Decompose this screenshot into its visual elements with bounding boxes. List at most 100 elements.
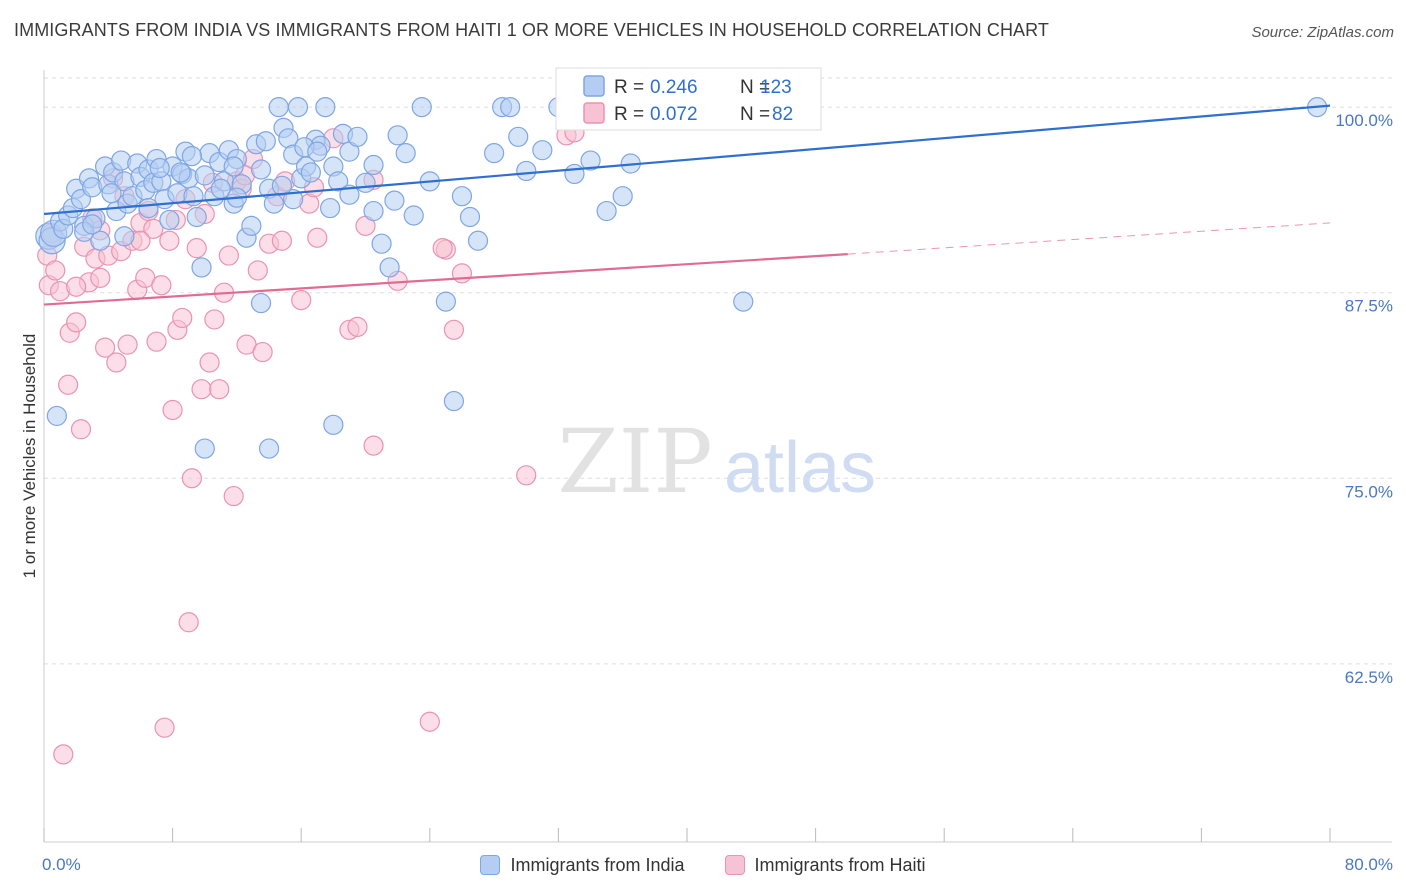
india-point (328, 171, 349, 192)
source-label: Source: ZipAtlas.com (1251, 24, 1394, 41)
india-point (315, 97, 336, 118)
haiti-point (186, 238, 207, 259)
y-tick-label: 100.0% (1335, 111, 1393, 130)
india-point (355, 172, 376, 193)
legend-item-india[interactable]: Immigrants from India (480, 854, 685, 876)
haiti-point (143, 218, 164, 239)
india-point (379, 257, 400, 278)
india-point (443, 390, 465, 412)
haiti-point (199, 352, 220, 373)
india-point (596, 200, 617, 222)
india-point (451, 186, 473, 207)
india-point (564, 163, 585, 185)
india-point (114, 226, 135, 247)
india-point (263, 193, 284, 214)
india-point (508, 126, 529, 147)
legend-haiti-swatch (724, 855, 745, 875)
haiti-point (159, 230, 180, 251)
haiti-point (66, 276, 87, 297)
haiti-point (432, 238, 453, 259)
india-point (241, 215, 262, 236)
india-point (435, 291, 456, 312)
india-point (371, 233, 392, 254)
india-point (258, 438, 280, 459)
haiti-trend-extension (847, 222, 1331, 255)
y-axis-label: 1 or more Vehicles in Household (20, 334, 39, 579)
stats-india-r-value: 0.246 (650, 77, 698, 98)
india-point (268, 97, 289, 118)
stats-haiti-n-label: N = (740, 104, 770, 125)
india-point (101, 183, 122, 204)
india-point (339, 184, 360, 205)
india-point (90, 230, 111, 251)
haiti-point (516, 465, 537, 486)
india-point (467, 230, 489, 251)
haiti-point (443, 319, 465, 340)
x-tick-label-max: 80.0% (1345, 855, 1393, 874)
haiti-point (117, 334, 138, 355)
haiti-point (419, 711, 440, 732)
india-trend-line (43, 104, 1331, 216)
india-point (516, 160, 537, 182)
y-tick-label: 62.5% (1345, 668, 1393, 687)
legend-india-label: Immigrants from India (510, 854, 685, 875)
haiti-point (247, 260, 268, 281)
india-point (395, 143, 416, 164)
india-point (323, 414, 344, 435)
watermark-zip: ZIP (557, 410, 712, 513)
india-point (250, 292, 272, 314)
india-point (532, 140, 553, 161)
haiti-point (209, 379, 230, 400)
india-point (347, 126, 368, 147)
india-point (223, 156, 244, 177)
haiti-point (70, 419, 92, 440)
india-point (387, 125, 408, 146)
watermark-atlas: atlas (724, 428, 876, 508)
india-point (411, 97, 432, 118)
india-point (194, 438, 215, 459)
haiti-point (307, 227, 328, 248)
haiti-point (363, 435, 384, 456)
india-point (459, 206, 481, 228)
india-point (403, 205, 424, 226)
haiti-point (191, 379, 212, 400)
chart-title: IMMIGRANTS FROM INDIA VS IMMIGRANTS FROM… (14, 20, 1050, 40)
stats-india-r-label: R = (614, 77, 644, 98)
india-point (500, 97, 521, 118)
india-point (733, 291, 754, 312)
stats-india-n-label: N = (740, 77, 770, 98)
stats-haiti-r-value: 0.072 (650, 104, 698, 125)
haiti-point (106, 352, 127, 373)
india-point (307, 141, 328, 162)
india-point (363, 200, 384, 222)
haiti-point (178, 612, 199, 633)
haiti-point (53, 744, 74, 765)
india-point (191, 257, 212, 278)
india-point (255, 131, 276, 152)
stats-india-n-value: 123 (760, 77, 792, 98)
india-point (271, 175, 293, 196)
haiti-point (181, 468, 202, 489)
haiti-point (45, 260, 66, 281)
haiti-point (347, 316, 368, 337)
india-point (194, 165, 215, 186)
stats-haiti-r-label: R = (614, 104, 644, 125)
india-point (484, 143, 505, 164)
haiti-trend-line (43, 252, 848, 306)
india-point (300, 162, 321, 183)
haiti-point (451, 263, 473, 284)
legend-haiti-label: Immigrants from Haiti (754, 854, 926, 875)
legend-item-haiti[interactable]: Immigrants from Haiti (724, 854, 926, 876)
x-tick-label-min: 0.0% (42, 855, 81, 874)
haiti-point (271, 230, 293, 251)
india-point (287, 97, 309, 118)
haiti-point (252, 341, 273, 363)
india-point (170, 162, 191, 183)
stats-haiti-n-value: 82 (772, 104, 793, 125)
haiti-point (291, 290, 312, 311)
legend-india-swatch (480, 855, 501, 875)
india-point (186, 206, 207, 228)
india-point (181, 146, 202, 167)
india-point (138, 197, 159, 219)
